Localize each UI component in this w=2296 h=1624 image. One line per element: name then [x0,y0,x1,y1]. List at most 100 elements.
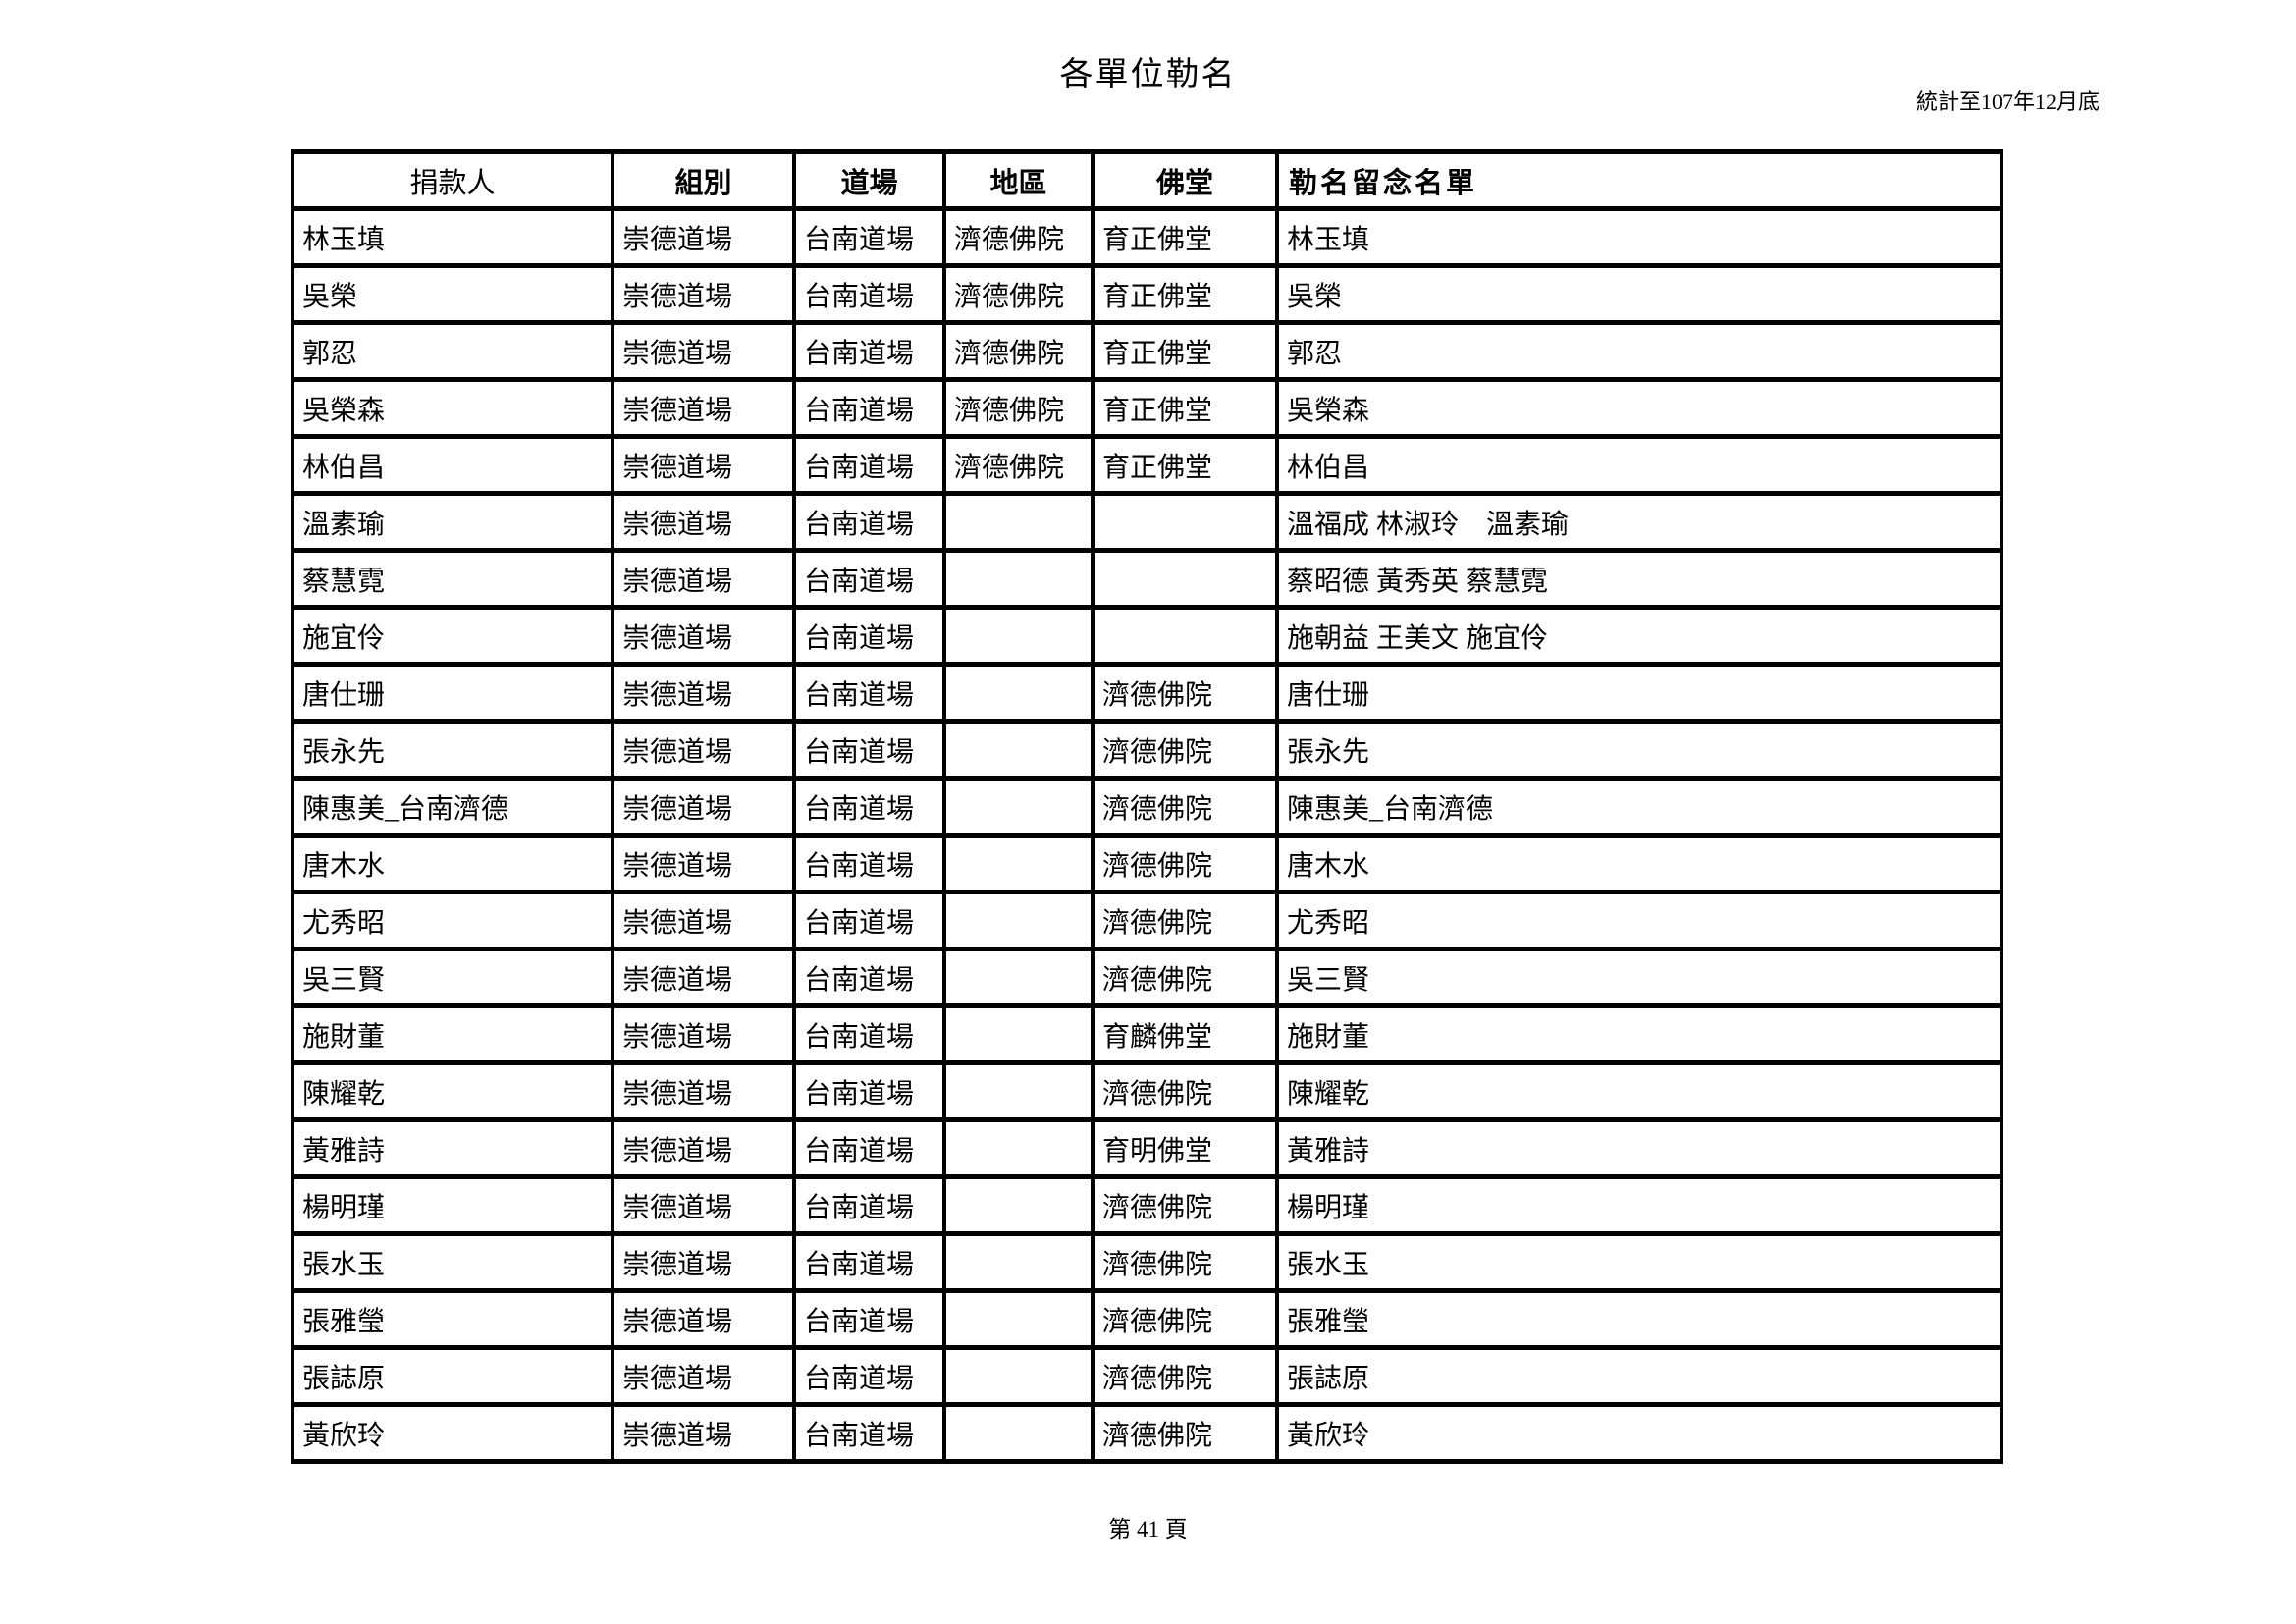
table-cell: 台南道場 [792,1117,946,1179]
table-cell: 吳榮森 [291,377,614,439]
donor-table: 捐款人 組別 道場 地區 佛堂 勒名留念名單 林玉填 崇德道場 台南道場 濟德佛院 育正佛堂 林玉填… [291,149,2003,1464]
table-cell: 台南道場 [792,1345,946,1407]
table-cell: 台南道場 [792,605,946,667]
table-row: 陳耀乾 崇德道場 台南道場 濟德佛院 陳耀乾 [291,1060,2003,1122]
table-cell: 崇德道場 [611,833,796,894]
table-cell: 台南道場 [792,1231,946,1293]
table-cell: 崇德道場 [611,1003,796,1065]
table-cell: 唐木水 [1275,833,2003,894]
table-cell: 吳三賢 [291,947,614,1008]
table-cell: 張誌原 [1275,1345,2003,1407]
table-cell [942,1288,1095,1350]
table-cell: 崇德道場 [611,605,796,667]
table-cell: 濟德佛院 [1091,1174,1279,1236]
table-row: 吳三賢 崇德道場 台南道場 濟德佛院 吳三賢 [291,947,2003,1008]
table-cell: 濟德佛院 [942,377,1095,439]
table-cell: 台南道場 [792,1402,946,1464]
donor-table-body: 林玉填 崇德道場 台南道場 濟德佛院 育正佛堂 林玉填 吳榮 崇德道場 台南道場 濟德佛院 育正佛堂… [291,206,2003,1464]
table-cell: 崇德道場 [611,377,796,439]
table-cell: 施財董 [1275,1003,2003,1065]
table-row: 唐木水 崇德道場 台南道場 濟德佛院 唐木水 [291,833,2003,894]
table-row: 林玉填 崇德道場 台南道場 濟德佛院 育正佛堂 林玉填 [291,206,2003,268]
table-cell: 台南道場 [792,377,946,439]
table-cell: 台南道場 [792,1288,946,1350]
table-cell: 台南道場 [792,434,946,496]
table-cell [942,1060,1095,1122]
table-cell [1091,491,1279,553]
header-cell: 捐款人 [291,149,614,211]
table-cell: 唐木水 [291,833,614,894]
table-cell: 崇德道場 [611,1345,796,1407]
table-row: 陳惠美_台南濟德 崇德道場 台南道場 濟德佛院 陳惠美_台南濟德 [291,776,2003,838]
table-cell [942,1402,1095,1464]
table-cell: 育正佛堂 [1091,263,1279,325]
table-row: 吳榮森 崇德道場 台南道場 濟德佛院 育正佛堂 吳榮森 [291,377,2003,439]
table-cell: 崇德道場 [611,1288,796,1350]
table-cell: 黃欣玲 [291,1402,614,1464]
table-cell: 濟德佛院 [1091,1402,1279,1464]
table-cell: 尤秀昭 [291,890,614,951]
table-cell: 台南道場 [792,890,946,951]
table-cell: 黃雅詩 [291,1117,614,1179]
table-cell [942,1174,1095,1236]
table-cell: 崇德道場 [611,320,796,382]
table-cell: 崇德道場 [611,548,796,610]
table-cell: 郭忍 [291,320,614,382]
table-cell [942,491,1095,553]
table-cell: 施朝益 王美文 施宜伶 [1275,605,2003,667]
table-cell: 台南道場 [792,491,946,553]
header-cell: 道場 [792,149,946,211]
table-cell: 育正佛堂 [1091,206,1279,268]
table-cell: 黃欣玲 [1275,1402,2003,1464]
table-row: 蔡慧霓 崇德道場 台南道場 蔡昭德 黃秀英 蔡慧霓 [291,548,2003,610]
table-cell: 林伯昌 [1275,434,2003,496]
table-cell: 陳耀乾 [291,1060,614,1122]
table-cell: 吳榮森 [1275,377,2003,439]
table-cell: 台南道場 [792,1174,946,1236]
table-cell: 張雅瑩 [291,1288,614,1350]
table-cell [942,833,1095,894]
page-title: 各單位勒名 [1059,57,1237,93]
table-cell: 育正佛堂 [1091,434,1279,496]
table-cell: 張永先 [1275,719,2003,781]
table-cell: 崇德道場 [611,491,796,553]
table-cell: 台南道場 [792,776,946,838]
table-cell: 楊明瑾 [291,1174,614,1236]
table-cell [1091,548,1279,610]
table-cell: 台南道場 [792,1003,946,1065]
table-row: 郭忍 崇德道場 台南道場 濟德佛院 育正佛堂 郭忍 [291,320,2003,382]
table-cell: 濟德佛院 [1091,890,1279,951]
table-cell: 崇德道場 [611,434,796,496]
table-cell: 陳惠美_台南濟德 [291,776,614,838]
table-row: 施宜伶 崇德道場 台南道場 施朝益 王美文 施宜伶 [291,605,2003,667]
table-row: 張雅瑩 崇德道場 台南道場 濟德佛院 張雅瑩 [291,1288,2003,1350]
table-cell: 台南道場 [792,263,946,325]
page-number: 第 41 頁 [1108,1517,1188,1542]
table-cell: 崇德道場 [611,776,796,838]
table-cell: 台南道場 [792,833,946,894]
table-row: 張水玉 崇德道場 台南道場 濟德佛院 張水玉 [291,1231,2003,1293]
table-cell [942,1003,1095,1065]
table-cell: 崇德道場 [611,1174,796,1236]
header-cell: 地區 [942,149,1095,211]
table-cell: 崇德道場 [611,1402,796,1464]
table-cell: 台南道場 [792,1060,946,1122]
table-cell: 崇德道場 [611,1060,796,1122]
table-cell [942,719,1095,781]
table-cell: 濟德佛院 [942,434,1095,496]
table-cell: 尤秀昭 [1275,890,2003,951]
table-row: 張誌原 崇德道場 台南道場 濟德佛院 張誌原 [291,1345,2003,1407]
table-row: 張永先 崇德道場 台南道場 濟德佛院 張永先 [291,719,2003,781]
table-cell: 崇德道場 [611,206,796,268]
table-cell: 陳耀乾 [1275,1060,2003,1122]
table-row: 尤秀昭 崇德道場 台南道場 濟德佛院 尤秀昭 [291,890,2003,951]
donor-table-header: 捐款人 組別 道場 地區 佛堂 勒名留念名單 [291,149,2003,211]
table-cell: 台南道場 [792,206,946,268]
table-cell: 施財董 [291,1003,614,1065]
table-cell: 黃雅詩 [1275,1117,2003,1179]
table-cell [942,662,1095,724]
table-cell: 崇德道場 [611,947,796,1008]
table-cell: 蔡昭德 黃秀英 蔡慧霓 [1275,548,2003,610]
table-cell: 溫素瑜 [291,491,614,553]
table-cell: 台南道場 [792,320,946,382]
